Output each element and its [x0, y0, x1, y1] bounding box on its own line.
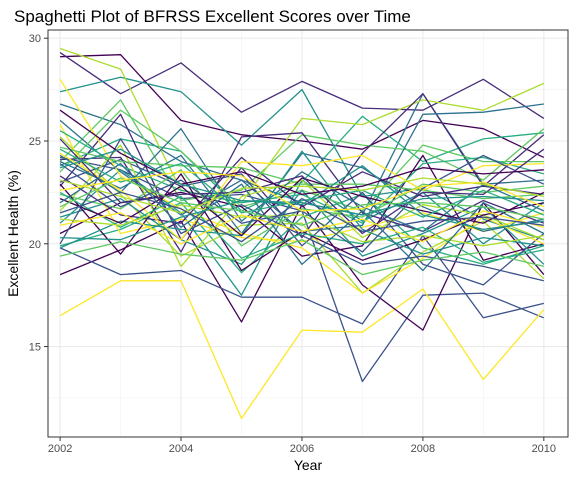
- series-line: [59, 152, 544, 241]
- x-axis: 2002 2004 2006 2008 2010: [48, 437, 556, 455]
- series-line: [59, 239, 544, 276]
- x-axis-title: Year: [294, 457, 323, 473]
- x-tick-label: 2010: [532, 443, 556, 455]
- series-line: [59, 148, 545, 218]
- series-line: [59, 162, 545, 272]
- series-layer: [59, 47, 545, 420]
- y-axis: 15 20 25 30: [29, 33, 48, 354]
- y-tick-label: 20: [29, 239, 41, 251]
- series-line: [60, 54, 545, 158]
- series-line: [59, 148, 544, 216]
- series-line: [59, 158, 545, 286]
- series-line: [59, 99, 545, 202]
- series-line: [59, 52, 545, 119]
- y-tick-label: 25: [29, 136, 41, 148]
- series-line: [59, 138, 545, 235]
- series-line: [60, 132, 545, 253]
- x-tick-label: 2006: [290, 443, 314, 455]
- y-axis-title: Excellent Health (%): [5, 170, 21, 297]
- series-line: [59, 115, 544, 212]
- series-line: [59, 76, 545, 241]
- series-line: [59, 171, 545, 212]
- series-line: [59, 191, 544, 243]
- y-tick-label: 30: [29, 33, 41, 45]
- series-line: [59, 189, 545, 265]
- series-line: [59, 280, 545, 420]
- series-line: [59, 234, 544, 325]
- x-tick-label: 2008: [411, 443, 435, 455]
- series-line: [59, 177, 544, 226]
- chart-title: Spaghetti Plot of BFRSS Excellent Scores…: [14, 7, 411, 26]
- x-tick-label: 2004: [169, 443, 193, 455]
- series-line: [59, 109, 544, 196]
- series-line: [59, 150, 544, 255]
- series-line: [59, 47, 545, 204]
- y-tick-label: 15: [29, 342, 41, 354]
- series-line: [59, 191, 544, 263]
- series-line: [60, 165, 544, 241]
- series-line: [59, 210, 544, 245]
- series-line: [60, 204, 544, 247]
- series-line: [59, 93, 545, 241]
- series-line: [59, 177, 544, 214]
- series-line: [59, 193, 544, 274]
- plot-border: [47, 29, 569, 438]
- x-tick-label: 2002: [48, 443, 72, 455]
